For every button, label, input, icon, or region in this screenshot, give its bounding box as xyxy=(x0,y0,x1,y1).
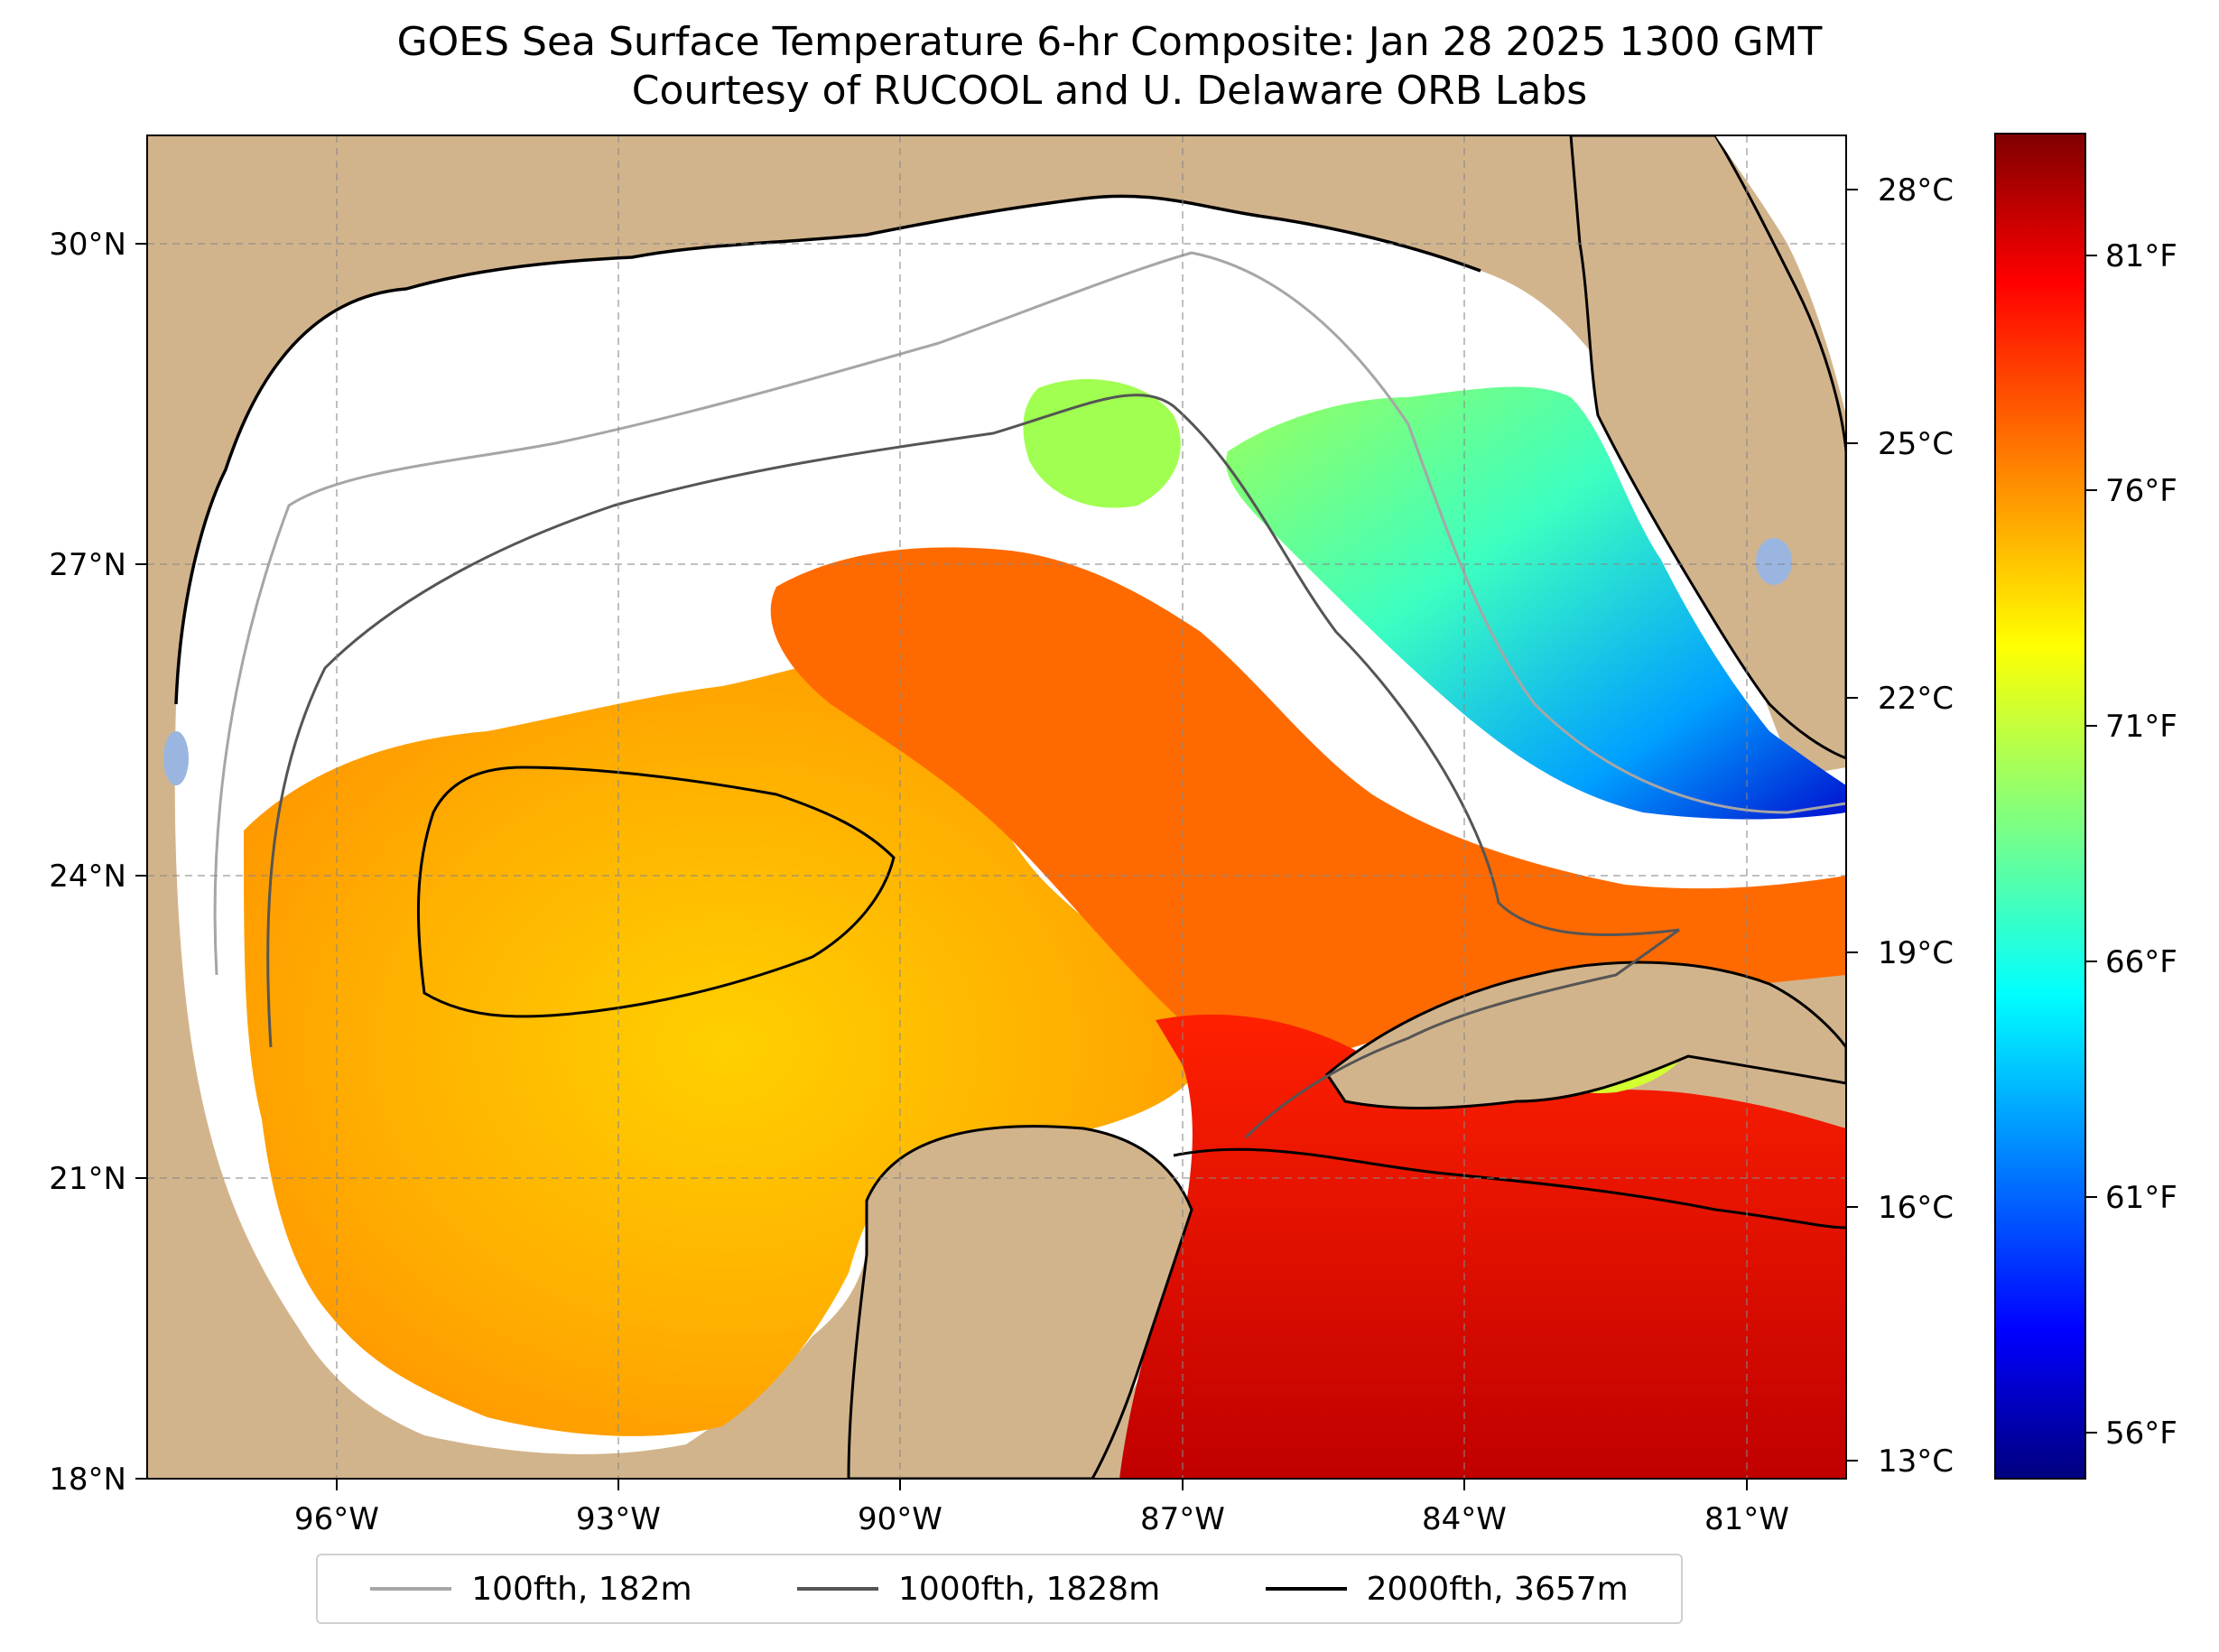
legend-swatch xyxy=(796,1587,878,1591)
legend-item-100fth: 100fth, 182m xyxy=(370,1571,692,1608)
lon-tick: 96°W xyxy=(294,1501,379,1537)
map-area xyxy=(147,135,1846,1479)
legend-swatch xyxy=(370,1587,452,1591)
contour-2000fth xyxy=(416,766,896,1018)
celsius-tick: 25°C xyxy=(1878,426,1954,462)
fahrenheit-tick: 66°F xyxy=(2105,944,2177,980)
lat-tick: 18°N xyxy=(49,1462,126,1498)
lat-axis: 30°N 27°N 24°N 21°N 18°N xyxy=(49,227,147,1498)
fahrenheit-tick: 61°F xyxy=(2105,1180,2177,1216)
lat-tick: 21°N xyxy=(49,1161,126,1197)
lon-tick: 81°W xyxy=(1704,1501,1789,1537)
legend-item-2000fth: 2000fth, 3657m xyxy=(1265,1570,1629,1608)
map-subtitle: Courtesy of RUCOOL and U. Delaware ORB L… xyxy=(631,68,1588,114)
fahrenheit-tick: 56°F xyxy=(2105,1415,2177,1452)
land-yucatan xyxy=(847,1125,1193,1479)
map-frame xyxy=(146,135,1847,1480)
legend-label: 100fth, 182m xyxy=(471,1570,692,1608)
fahrenheit-axis: 81°F 76°F 71°F 66°F 61°F 56°F xyxy=(2085,238,2177,1452)
celsius-axis: 28°C 25°C 22°C 19°C 16°C 13°C xyxy=(1846,172,1954,1480)
land-florida xyxy=(1569,135,1846,760)
coastline-gulf xyxy=(174,194,1481,705)
legend-item-1000fth: 1000fth, 1828m xyxy=(796,1570,1161,1608)
fahrenheit-tick: 81°F xyxy=(2105,238,2177,274)
celsius-tick: 16°C xyxy=(1878,1190,1954,1226)
contour-1000fth xyxy=(266,394,1680,1139)
celsius-tick: 13°C xyxy=(1878,1443,1954,1480)
land-cuba xyxy=(1325,961,1846,1109)
lon-axis: 96°W 93°W 90°W 87°W 84°W 81°W xyxy=(294,1479,1789,1537)
atlantic-water xyxy=(1715,135,1846,415)
sst-loop-current xyxy=(770,547,1846,1060)
contour-legend: 100fth, 182m 1000fth, 1828m 2000fth, 365… xyxy=(316,1554,1683,1624)
sst-central xyxy=(244,657,1210,1436)
lat-tick: 27°N xyxy=(49,547,126,583)
legend-label: 2000fth, 3657m xyxy=(1366,1570,1629,1608)
lon-tick: 93°W xyxy=(576,1501,661,1537)
colorbar xyxy=(1994,133,2086,1480)
legend-swatch xyxy=(1265,1587,1347,1591)
lon-tick: 87°W xyxy=(1140,1501,1225,1537)
lat-tick: 24°N xyxy=(49,858,126,895)
map-title: GOES Sea Surface Temperature 6-hr Compos… xyxy=(396,19,1823,65)
contour-caribbean xyxy=(1173,1147,1846,1230)
legend-label: 1000fth, 1828m xyxy=(897,1570,1161,1608)
celsius-tick: 28°C xyxy=(1878,172,1954,209)
fahrenheit-tick: 71°F xyxy=(2105,709,2177,745)
sst-caribbean xyxy=(1119,1014,1846,1479)
lake-laguna xyxy=(163,731,189,785)
celsius-tick: 22°C xyxy=(1878,681,1954,717)
celsius-tick: 19°C xyxy=(1878,935,1954,971)
contour-100fth xyxy=(213,251,1846,976)
lon-tick: 84°W xyxy=(1422,1501,1507,1537)
sst-florida-shelf xyxy=(1226,386,1846,820)
lake-okeechobee xyxy=(1756,538,1792,585)
gridlines xyxy=(147,135,1846,1479)
lon-tick: 90°W xyxy=(858,1501,942,1537)
fahrenheit-tick: 76°F xyxy=(2105,473,2177,509)
lat-tick: 30°N xyxy=(49,227,126,263)
